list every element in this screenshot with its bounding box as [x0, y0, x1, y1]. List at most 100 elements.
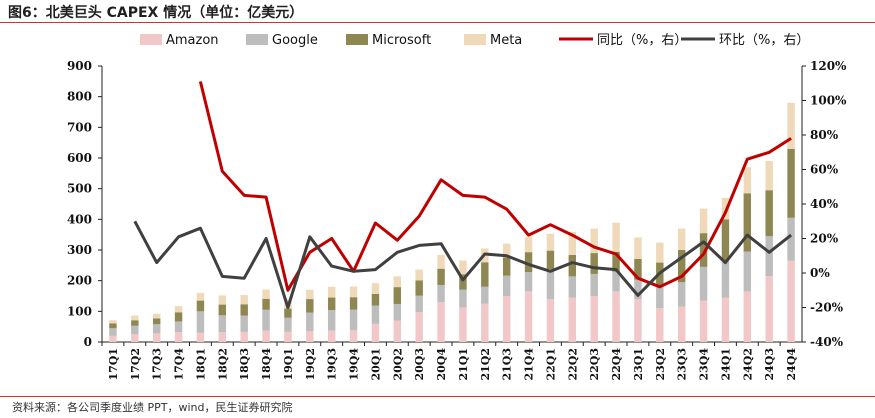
bar-google [590, 273, 598, 296]
x-tick-label: 19Q1 [282, 348, 295, 381]
bar-meta [415, 269, 423, 281]
bar-amazon [502, 296, 511, 342]
x-tick-label: 21Q1 [457, 348, 470, 381]
bar-microsoft [590, 253, 598, 274]
bar-google [437, 284, 445, 303]
legend-swatch [346, 34, 368, 45]
bar-google [262, 309, 270, 331]
bar-google [306, 312, 314, 332]
bar-microsoft [721, 219, 730, 261]
x-tick-label: 19Q4 [348, 348, 361, 381]
y-tick-label: 100 [67, 304, 92, 318]
y-tick-label: 200 [67, 274, 92, 288]
bar-microsoft [415, 280, 423, 296]
bar-meta [502, 243, 511, 258]
bar-google [459, 289, 467, 308]
bar-microsoft [524, 252, 533, 273]
bar-microsoft [109, 323, 117, 329]
bar-microsoft [393, 287, 402, 304]
bar-amazon [218, 332, 227, 342]
bar-google [699, 266, 708, 301]
bar-microsoft [437, 268, 445, 285]
y2-tick-label: 20% [810, 232, 839, 246]
y2-tick-label: 40% [810, 197, 839, 211]
y2-tick-label: 120% [810, 59, 847, 73]
bar-google [196, 311, 205, 333]
bar-microsoft [174, 312, 183, 322]
x-tick-label: 23Q1 [632, 348, 645, 381]
bar-google [765, 236, 773, 277]
bar-meta [437, 254, 445, 269]
y-tick-label: 300 [67, 243, 92, 257]
bar-google [174, 321, 183, 333]
bar-meta [612, 222, 620, 252]
bar-meta [152, 313, 161, 319]
x-tick-label: 22Q3 [588, 348, 601, 381]
y2-tick-label: 0% [810, 266, 830, 280]
bar-google [612, 271, 620, 292]
bar-amazon [284, 331, 292, 342]
y-tick-label: 400 [67, 212, 92, 226]
bar-meta [109, 320, 117, 324]
bar-google [218, 315, 227, 333]
x-tick-label: 17Q3 [151, 348, 164, 381]
legend-label: Meta [490, 33, 522, 48]
y2-tick-label: 60% [810, 163, 839, 177]
bar-microsoft [371, 293, 380, 306]
bar-google [524, 272, 533, 292]
bar-microsoft [218, 304, 227, 316]
bar-amazon [634, 299, 642, 342]
bottom-rule [0, 396, 875, 397]
bar-amazon [196, 332, 205, 342]
chart-lines [133, 81, 793, 309]
bar-google [284, 317, 292, 332]
bar-amazon [568, 297, 577, 342]
bar-google [721, 260, 730, 298]
bar-amazon [612, 291, 620, 342]
x-tick-label: 23Q4 [698, 348, 711, 381]
bar-google [546, 269, 555, 300]
bar-microsoft [481, 262, 489, 287]
bar-amazon [656, 308, 664, 342]
bar-microsoft [262, 298, 270, 310]
bar-meta [590, 228, 598, 254]
bar-microsoft [699, 233, 708, 267]
bar-google [787, 217, 795, 261]
bar-meta [196, 292, 205, 301]
y-tick-label: 800 [67, 90, 92, 104]
x-tick-label: 22Q1 [544, 348, 557, 381]
bar-microsoft [196, 300, 205, 312]
bar-amazon [240, 331, 248, 342]
x-tick-label: 17Q2 [129, 348, 142, 381]
x-tick-label: 21Q2 [479, 348, 492, 381]
bar-google [327, 310, 336, 331]
bar-meta [371, 283, 380, 294]
bar-microsoft [152, 318, 161, 325]
y-tick-label: 500 [67, 182, 92, 196]
bar-amazon [677, 306, 686, 342]
bar-google [349, 309, 358, 331]
bar-amazon [459, 307, 467, 342]
bar-google [371, 305, 380, 324]
bar-meta [524, 236, 533, 253]
y-tick-label: 0 [84, 335, 92, 349]
bar-meta [306, 289, 314, 300]
legend-swatch [464, 34, 486, 45]
bar-google [393, 303, 402, 321]
y2-tick-label: -40% [810, 335, 844, 349]
bar-microsoft [459, 274, 467, 290]
bar-amazon [393, 320, 402, 342]
x-tick-label: 22Q2 [566, 348, 579, 381]
x-tick-label: 20Q2 [391, 348, 404, 381]
x-tick-label: 24Q2 [741, 348, 754, 381]
y2-tick-label: -20% [810, 301, 844, 315]
bar-amazon [787, 260, 795, 342]
x-tick-label: 18Q4 [260, 348, 273, 381]
bar-meta [327, 286, 336, 298]
x-tick-label: 23Q3 [676, 348, 689, 381]
bar-meta [459, 260, 467, 275]
bar-microsoft [765, 190, 773, 237]
bar-meta [240, 295, 248, 305]
bar-amazon [174, 332, 183, 342]
x-tick-label: 18Q2 [216, 348, 229, 381]
